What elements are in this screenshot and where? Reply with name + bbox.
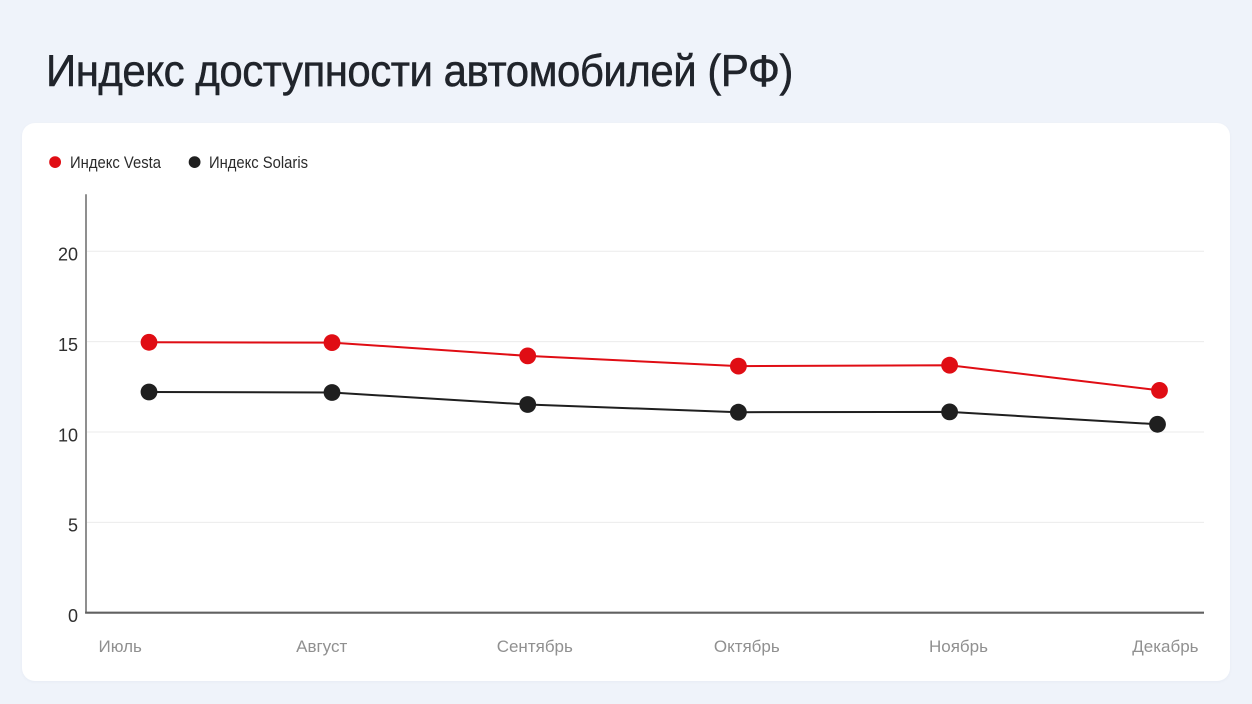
- svg-text:0: 0: [68, 606, 78, 626]
- svg-text:Октябрь: Октябрь: [714, 637, 780, 656]
- svg-text:20: 20: [58, 245, 78, 265]
- svg-text:Август: Август: [296, 637, 347, 656]
- svg-text:5: 5: [68, 516, 78, 536]
- svg-text:10: 10: [58, 425, 78, 445]
- svg-text:Индекс Vesta: Индекс Vesta: [70, 154, 162, 172]
- svg-text:Ноябрь: Ноябрь: [929, 637, 988, 656]
- svg-text:Июль: Июль: [99, 637, 143, 656]
- svg-text:Сентябрь: Сентябрь: [497, 637, 573, 656]
- svg-text:Декабрь: Декабрь: [1132, 637, 1198, 656]
- svg-text:Индекс Solaris: Индекс Solaris: [209, 154, 308, 172]
- svg-text:15: 15: [58, 335, 78, 355]
